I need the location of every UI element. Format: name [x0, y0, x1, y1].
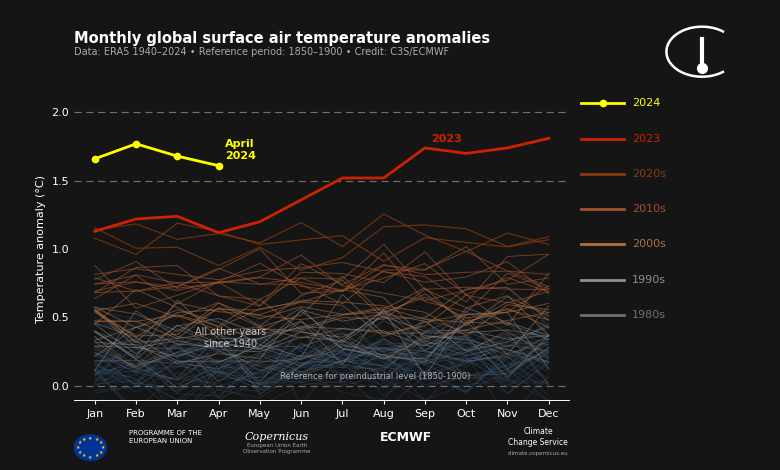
Text: ★: ★: [77, 440, 82, 446]
Text: European Union Earth
Observation Programme: European Union Earth Observation Program…: [243, 444, 310, 454]
Text: Data: ERA5 1940–2024 • Reference period: 1850–1900 • Credit: C3S/ECMWF: Data: ERA5 1940–2024 • Reference period:…: [74, 47, 449, 57]
Text: Climate
Change Service: Climate Change Service: [509, 427, 568, 447]
Text: 1990s: 1990s: [632, 274, 666, 285]
Text: 1980s: 1980s: [632, 310, 666, 320]
Text: PROGRAMME OF THE
EUROPEAN UNION: PROGRAMME OF THE EUROPEAN UNION: [129, 430, 202, 444]
Text: ★: ★: [99, 450, 103, 455]
Text: ★: ★: [77, 450, 82, 455]
Y-axis label: Temperature anomaly (°C): Temperature anomaly (°C): [36, 175, 46, 323]
Text: Monthly global surface air temperature anomalies: Monthly global surface air temperature a…: [74, 31, 490, 46]
Text: April
2024: April 2024: [225, 139, 256, 161]
Circle shape: [74, 435, 107, 461]
Text: ★: ★: [76, 445, 80, 450]
Text: 2023: 2023: [632, 133, 660, 144]
Text: ★: ★: [99, 440, 103, 446]
Text: ★: ★: [101, 445, 105, 450]
Text: Reference for preindustrial level (1850-1900): Reference for preindustrial level (1850-…: [280, 372, 470, 381]
Text: ECMWF: ECMWF: [380, 431, 431, 444]
Text: climate.copernicus.eu: climate.copernicus.eu: [508, 451, 569, 456]
Text: ★: ★: [82, 454, 87, 458]
Text: 2024: 2024: [632, 98, 660, 109]
Text: 2010s: 2010s: [632, 204, 665, 214]
Text: ★: ★: [88, 455, 93, 460]
Text: ★: ★: [82, 437, 87, 442]
Text: ★: ★: [94, 454, 98, 458]
Text: ★: ★: [88, 436, 93, 440]
Text: 2020s: 2020s: [632, 169, 666, 179]
Text: 2023: 2023: [431, 134, 462, 144]
Text: 2000s: 2000s: [632, 239, 665, 250]
Text: All other years
since 1940: All other years since 1940: [195, 327, 267, 349]
Text: ★: ★: [94, 437, 98, 442]
Text: Copernicus: Copernicus: [245, 432, 309, 442]
